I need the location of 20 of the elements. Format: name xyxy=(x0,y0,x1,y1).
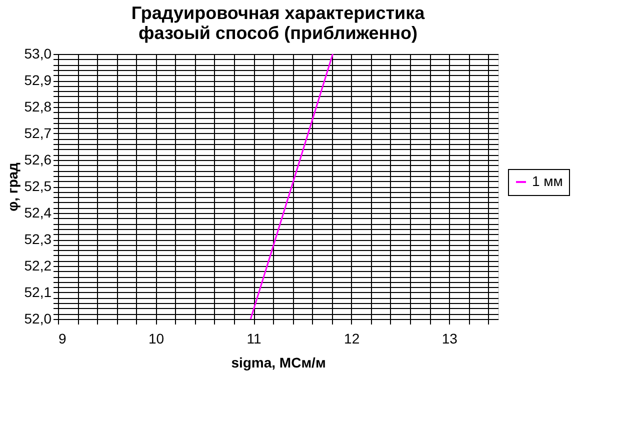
y-tick-label: 53,0 xyxy=(24,46,52,62)
y-tick-label: 52,3 xyxy=(24,231,52,247)
y-tick-label: 52,4 xyxy=(24,204,52,220)
chart-title: Градуировочная характеристика фазоый способ (приближенно) xyxy=(131,3,426,43)
x-tick-label: 10 xyxy=(148,330,164,346)
y-tick-label: 52,2 xyxy=(24,258,52,274)
x-tick-label: 11 xyxy=(246,330,262,346)
y-axis-title: φ, град xyxy=(4,162,20,212)
y-tick-label: 52,9 xyxy=(24,72,52,88)
x-tick-label: 12 xyxy=(344,330,360,346)
y-tick-label: 52,8 xyxy=(24,98,52,114)
y-tick-label: 52,0 xyxy=(24,310,52,326)
y-tick-label: 52,1 xyxy=(24,284,52,300)
y-tick-label: 52,6 xyxy=(24,152,52,168)
legend-label: 1 мм xyxy=(532,173,563,189)
x-tick-label: 13 xyxy=(442,330,458,346)
y-tick-label: 52,5 xyxy=(24,178,52,194)
y-tick-label: 52,7 xyxy=(24,125,52,141)
x-axis-title: sigma, МСм/м xyxy=(231,354,326,370)
x-tick-label: 9 xyxy=(58,330,66,346)
